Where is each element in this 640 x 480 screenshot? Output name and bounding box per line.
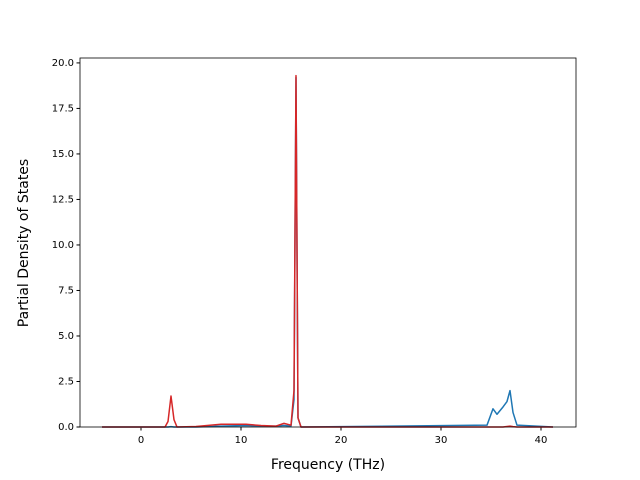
y-tick-label: 12.5	[52, 194, 74, 205]
y-tick-label: 7.5	[58, 285, 74, 296]
y-axis-label: Partial Density of States	[16, 159, 32, 327]
x-axis-label: Frequency (THz)	[271, 457, 385, 473]
series-line	[102, 74, 553, 428]
x-tick-label: 40	[535, 435, 548, 446]
y-tick-label: 0.0	[58, 422, 74, 433]
plot-frame	[79, 57, 577, 428]
x-tick-label: 10	[235, 435, 248, 446]
y-tick-label: 20.0	[52, 58, 74, 69]
x-tick-label: 20	[335, 435, 348, 446]
x-tick-label: 30	[435, 435, 448, 446]
y-tick-label: 2.5	[58, 376, 74, 387]
x-tick-label: 0	[138, 435, 144, 446]
series-line	[102, 76, 554, 428]
y-tick-label: 17.5	[52, 103, 74, 114]
y-tick-label: 10.0	[52, 240, 74, 251]
y-tick-label: 15.0	[52, 149, 74, 160]
y-tick-label: 5.0	[58, 331, 74, 342]
